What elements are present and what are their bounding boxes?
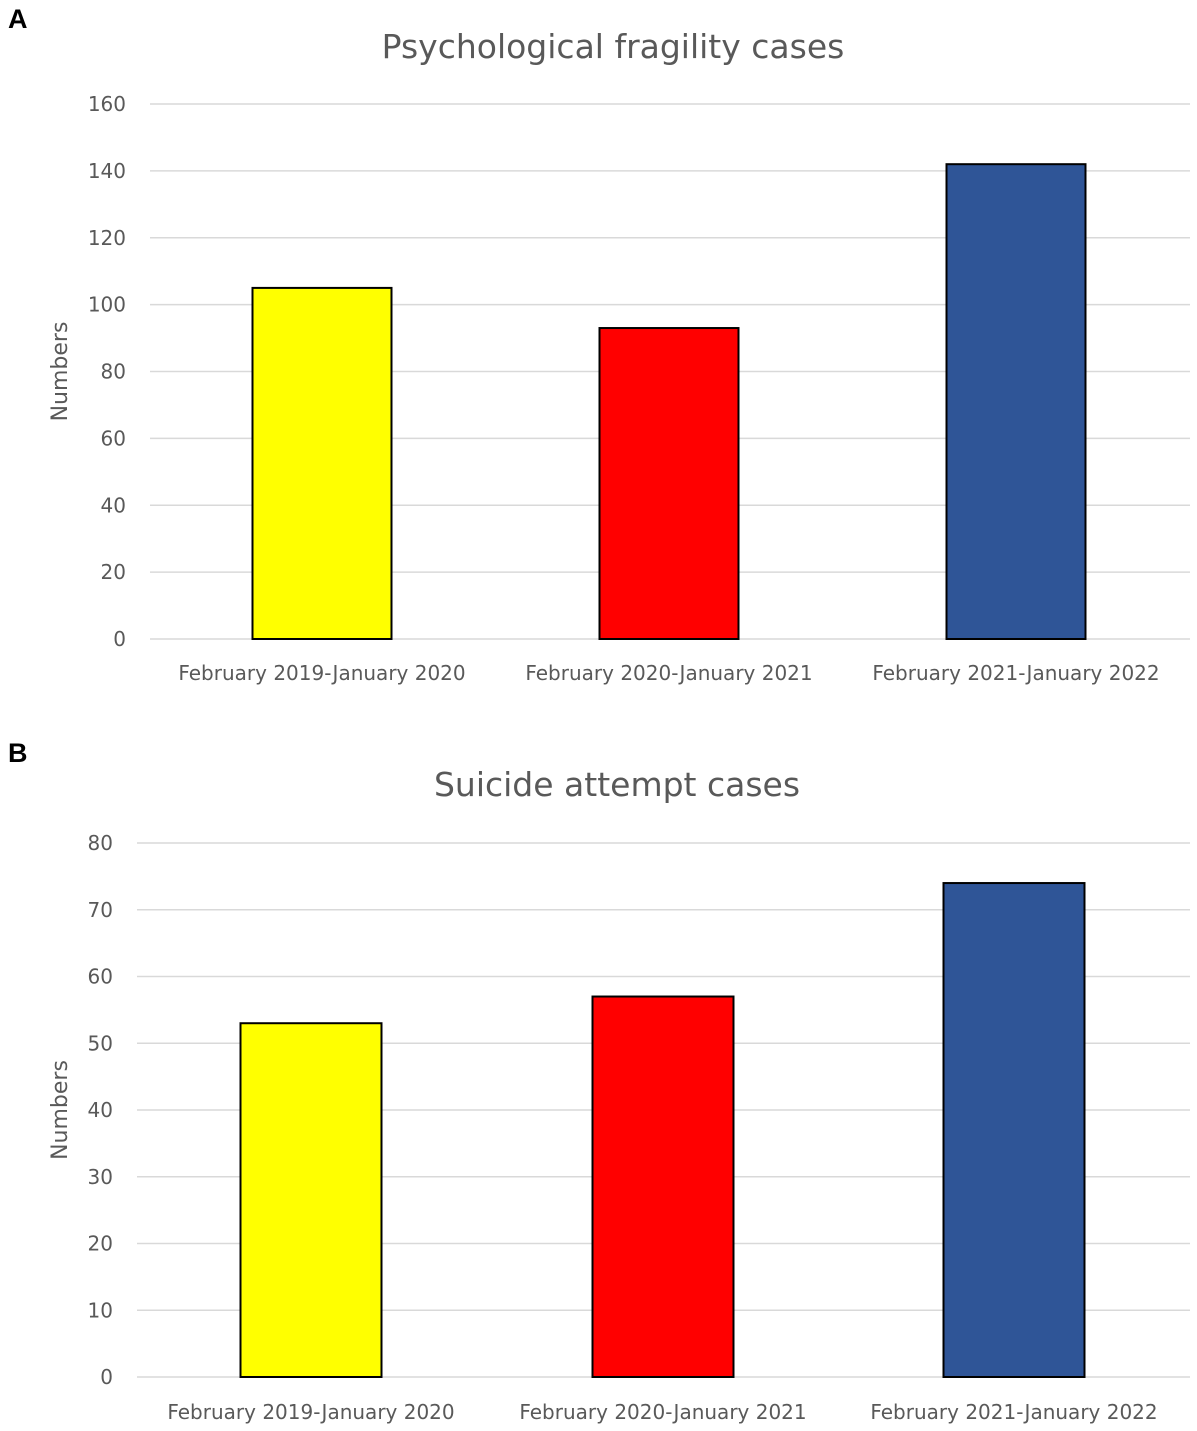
y-tick-label: 30 bbox=[88, 1165, 113, 1189]
chart-title: Psychological fragility cases bbox=[382, 27, 845, 66]
y-tick-label: 40 bbox=[88, 1098, 113, 1122]
x-category-label: February 2019-January 2020 bbox=[178, 661, 465, 685]
y-tick-label: 100 bbox=[88, 293, 126, 317]
y-tick-label: 80 bbox=[88, 831, 113, 855]
y-tick-label: 50 bbox=[88, 1031, 113, 1055]
y-axis-label: Numbers bbox=[48, 322, 73, 422]
y-tick-label: 160 bbox=[88, 92, 126, 116]
bar bbox=[942, 882, 1086, 1379]
panel-letter: B bbox=[8, 738, 28, 768]
bar bbox=[945, 163, 1087, 640]
y-tick-label: 20 bbox=[88, 1232, 113, 1256]
x-category-label: February 2019-January 2020 bbox=[167, 1400, 454, 1424]
x-category-label: February 2021-January 2022 bbox=[870, 1400, 1157, 1424]
y-tick-label: 70 bbox=[88, 898, 113, 922]
y-tick-label: 60 bbox=[88, 965, 113, 989]
y-tick-label: 40 bbox=[101, 493, 126, 517]
y-axis-label: Numbers bbox=[48, 1060, 73, 1160]
y-tick-label: 20 bbox=[101, 560, 126, 584]
bar bbox=[239, 1022, 383, 1378]
chart-title: Suicide attempt cases bbox=[434, 765, 800, 804]
bar bbox=[251, 286, 393, 640]
panel-letter: A bbox=[8, 4, 28, 34]
bar-chart-psychological-fragility: Psychological fragility cases 0 20 40 60 80 10… bbox=[48, 27, 1190, 685]
y-tick-label: 140 bbox=[88, 159, 126, 183]
y-tick-label: 0 bbox=[113, 627, 126, 651]
y-tick-label: 80 bbox=[101, 360, 126, 384]
y-tick-label: 10 bbox=[88, 1298, 113, 1322]
y-tick-label: 60 bbox=[101, 426, 126, 450]
bar bbox=[598, 327, 740, 640]
y-tick-label: 120 bbox=[88, 226, 126, 250]
bar-chart-suicide-attempts: Suicide attempt cases 0 10 20 30 40 50 60 70 80 Nu… bbox=[48, 765, 1190, 1424]
x-category-label: February 2020-January 2021 bbox=[519, 1400, 806, 1424]
chart-panel-a: A Psychological fragility cases 0 20 40 60 80… bbox=[0, 0, 1197, 700]
y-tick-label: 0 bbox=[100, 1365, 113, 1389]
bar bbox=[591, 995, 735, 1378]
chart-panel-b: B Suicide attempt cases 0 10 20 30 40 50 60 70 80… bbox=[0, 738, 1197, 1431]
x-category-label: February 2021-January 2022 bbox=[872, 661, 1159, 685]
x-category-label: February 2020-January 2021 bbox=[525, 661, 812, 685]
